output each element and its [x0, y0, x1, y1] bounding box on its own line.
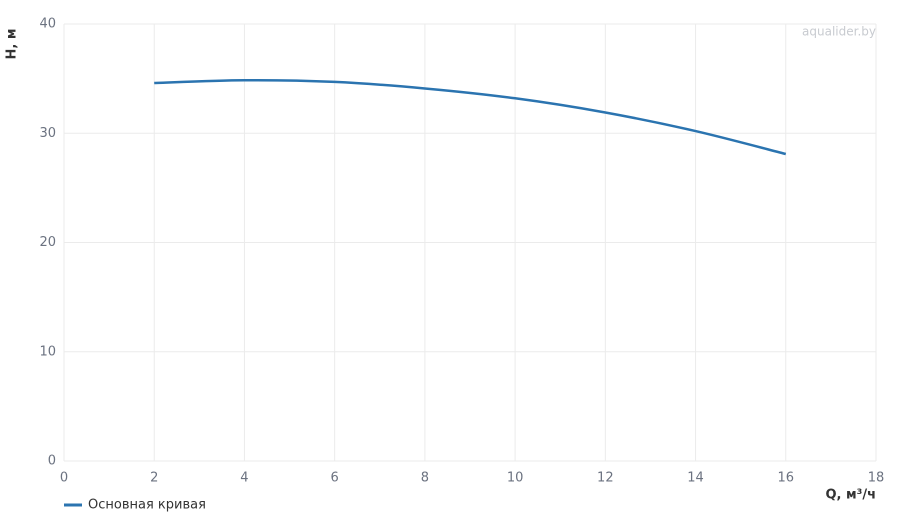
x-tick-label: 6 [331, 471, 339, 486]
y-tick-label: 0 [48, 454, 56, 469]
x-tick-label: 8 [421, 471, 429, 486]
x-tick-label: 2 [150, 471, 158, 486]
line-series [154, 78, 787, 156]
legend-label: Основная кривая [88, 498, 206, 513]
x-tick-label: 16 [778, 471, 795, 486]
x-tick-label: 12 [597, 471, 614, 486]
y-tick-label: 30 [39, 126, 56, 141]
watermark: aqualider.by [802, 25, 876, 39]
y-tick-label: 10 [39, 344, 56, 359]
x-tick-label: 0 [60, 471, 68, 486]
x-tick-label: 14 [687, 471, 704, 486]
y-axis-title: H, м [5, 29, 20, 60]
x-tick-label: 4 [240, 471, 248, 486]
x-tick-label: 10 [507, 471, 524, 486]
y-tick-label: 40 [39, 17, 56, 32]
y-tick-label: 20 [39, 235, 56, 250]
x-tick-label: 18 [868, 471, 885, 486]
x-axis-title: Q, м³/ч [825, 488, 876, 503]
